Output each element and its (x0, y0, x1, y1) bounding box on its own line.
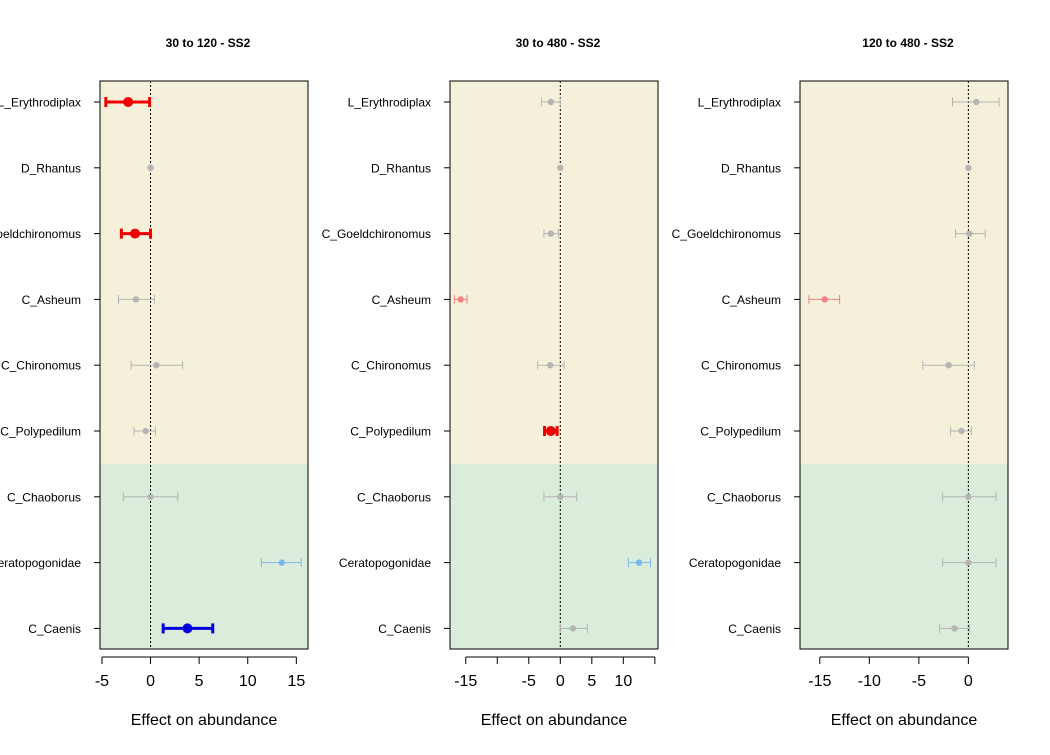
estimate-point (557, 493, 564, 500)
category-label: C_Chaoborus (7, 490, 81, 504)
category-label: C_Chaoborus (707, 490, 781, 504)
estimate-point (965, 164, 972, 171)
x-tick-label: -5 (522, 673, 536, 690)
panel-title: 120 to 480 - SS2 (862, 36, 954, 50)
category-label: C_Chironomus (701, 359, 781, 373)
estimate-point (547, 362, 554, 369)
estimate-point (951, 625, 958, 632)
x-tick-label: -15 (454, 673, 477, 690)
estimate-point (945, 362, 952, 369)
x-tick-label: 0 (556, 673, 565, 690)
estimate-point (547, 98, 555, 106)
x-tick-label: 5 (587, 673, 596, 690)
category-label: Ceratopogonidae (0, 556, 81, 570)
category-label: C_Asheum (722, 293, 781, 307)
x-tick-label: 10 (614, 673, 632, 690)
estimate-point (142, 427, 149, 435)
category-label: C_Goeldchironomus (672, 227, 781, 241)
category-label: Ceratopogonidae (339, 556, 431, 570)
estimate-point (132, 296, 140, 303)
estimate-point (545, 426, 556, 436)
background-band-bottom (800, 463, 1008, 649)
category-label: C_Caenis (728, 622, 781, 636)
category-label: C_Chironomus (351, 359, 431, 373)
x-axis-label: Effect on abundance (131, 712, 278, 729)
x-axis-label: Effect on abundance (481, 712, 628, 729)
estimate-point (147, 493, 154, 500)
category-label: C_Asheum (372, 293, 431, 307)
category-label: C_Asheum (22, 293, 81, 307)
estimate-point (958, 427, 965, 435)
estimate-point (123, 97, 134, 107)
category-label: C_Chironomus (1, 359, 81, 373)
estimate-point (129, 228, 140, 239)
category-label: D_Rhantus (721, 161, 781, 175)
category-label: C_Polypedilum (700, 425, 781, 439)
category-label: C_Goeldchironomus (322, 227, 431, 241)
background-band-top (800, 81, 1008, 464)
estimate-point (182, 623, 193, 634)
category-label: C_Chaoborus (357, 490, 431, 504)
background-band-top (100, 81, 308, 464)
x-axis-label: Effect on abundance (831, 712, 978, 729)
category-label: C_Goeldchironomus (0, 227, 81, 241)
category-label: C_Caenis (28, 622, 81, 636)
panel-title: 30 to 480 - SS2 (516, 36, 601, 50)
category-label: L_Erythrodiplax (0, 96, 81, 110)
background-band-bottom (450, 463, 658, 649)
estimate-point (635, 559, 643, 566)
background-band-bottom (100, 463, 308, 649)
category-label: C_Caenis (378, 622, 431, 636)
x-tick-label: -5 (95, 673, 109, 690)
estimate-point (569, 625, 577, 632)
estimate-point (557, 164, 564, 171)
category-label: C_Polypedilum (350, 425, 431, 439)
estimate-point (966, 230, 973, 237)
category-label: L_Erythrodiplax (348, 96, 431, 110)
estimate-point (278, 559, 285, 566)
x-tick-label: -10 (858, 673, 881, 690)
x-tick-label: -15 (808, 673, 831, 690)
x-tick-label: 0 (146, 673, 155, 690)
estimate-point (153, 362, 160, 369)
category-label: L_Erythrodiplax (698, 96, 781, 110)
x-tick-label: 0 (964, 673, 973, 690)
category-label: Ceratopogonidae (689, 556, 781, 570)
estimate-point (973, 98, 980, 106)
x-tick-label: -5 (912, 673, 926, 690)
panel-title: 30 to 120 - SS2 (166, 36, 251, 50)
estimate-point (821, 296, 828, 303)
estimate-point (147, 164, 154, 171)
background-band-top (450, 81, 658, 464)
estimate-point (965, 559, 972, 566)
x-tick-label: 15 (287, 673, 305, 690)
category-label: D_Rhantus (371, 161, 431, 175)
category-label: D_Rhantus (21, 161, 81, 175)
estimate-point (457, 296, 464, 303)
category-label: C_Polypedilum (0, 425, 81, 439)
estimate-point (965, 493, 972, 500)
x-tick-label: 10 (239, 673, 257, 690)
x-tick-label: 5 (195, 673, 204, 690)
estimate-point (547, 230, 555, 237)
